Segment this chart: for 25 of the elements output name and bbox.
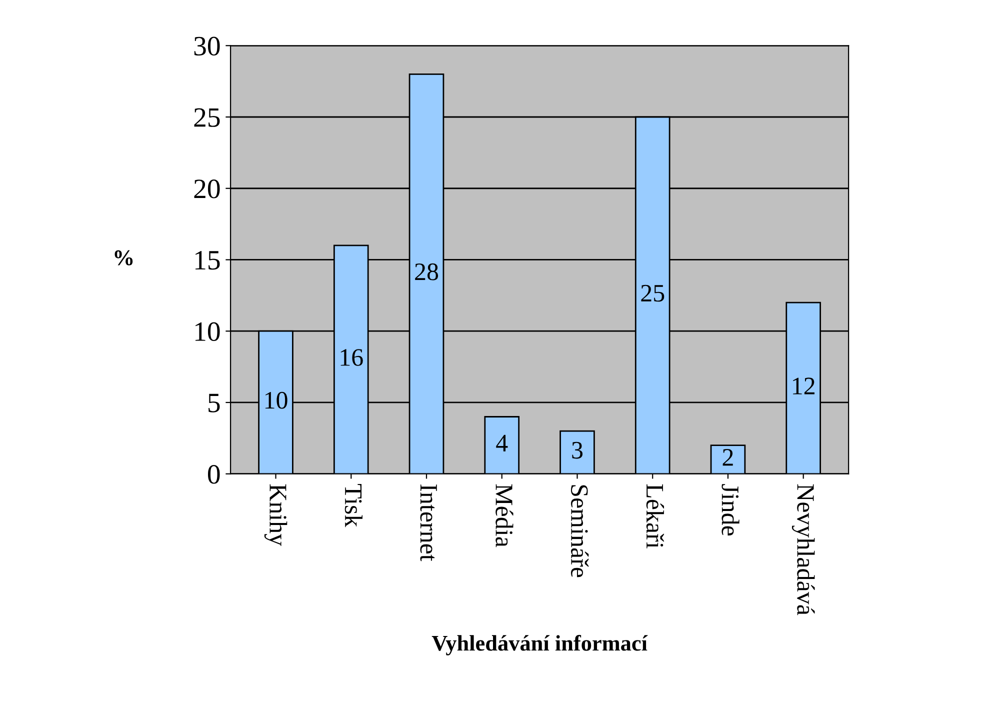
x-axis-title: Vyhledávání informací bbox=[432, 634, 648, 656]
y-tick-label: 10 bbox=[195, 322, 220, 342]
data-label: 16 bbox=[340, 349, 363, 366]
y-tick-label: 0 bbox=[208, 465, 220, 484]
y-tick-label: 20 bbox=[194, 180, 220, 198]
data-label: 10 bbox=[265, 392, 288, 409]
x-tick-label: Nevyhladává bbox=[792, 484, 815, 616]
y-tick-label: 5 bbox=[208, 394, 220, 412]
x-tick-label: Lékaři bbox=[646, 484, 664, 548]
x-tick-label: Internet bbox=[420, 484, 437, 562]
data-label: 28 bbox=[415, 263, 438, 280]
data-label: 12 bbox=[793, 378, 814, 394]
data-label: 2 bbox=[722, 449, 733, 466]
y-axis-title: % bbox=[114, 250, 133, 266]
data-label: 3 bbox=[572, 442, 583, 459]
y-tick-label: 30 bbox=[194, 36, 220, 56]
data-label: 25 bbox=[641, 284, 664, 302]
x-tick-label: Jinde bbox=[722, 484, 740, 536]
x-tick-label: Tisk bbox=[344, 484, 362, 528]
y-tick-label: 25 bbox=[194, 108, 220, 127]
x-tick-label: Knihy bbox=[264, 484, 288, 546]
y-tick-label: 15 bbox=[195, 251, 220, 270]
x-tick-label: Média bbox=[496, 484, 514, 548]
x-tick-label: Semináře bbox=[570, 485, 589, 578]
data-label: 4 bbox=[496, 434, 508, 452]
